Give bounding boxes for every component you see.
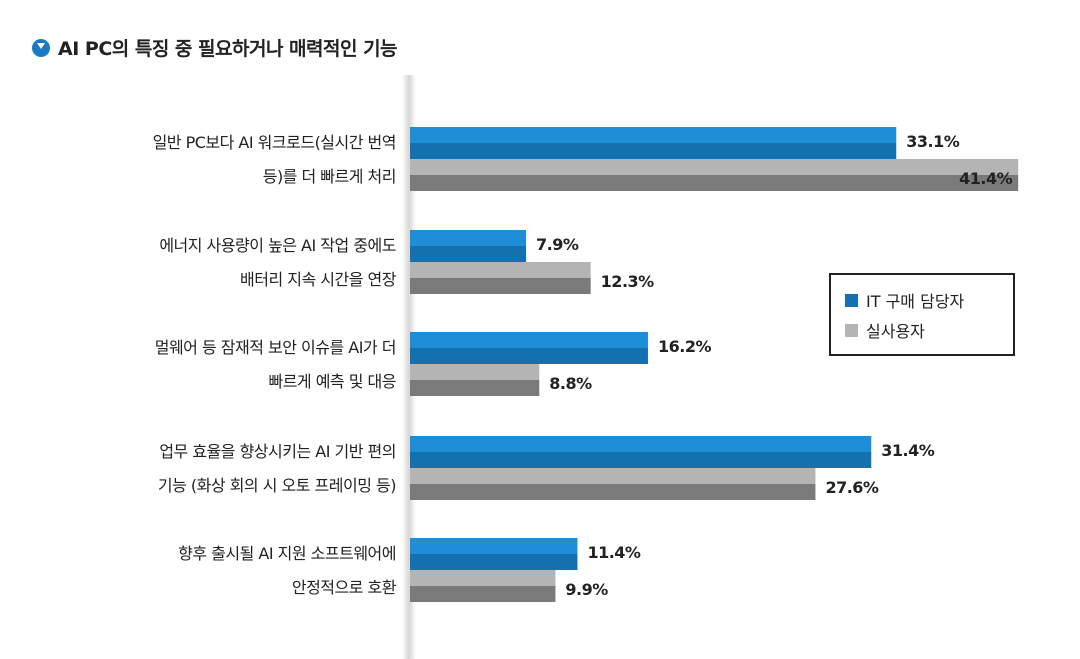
data-label: 9.9% [565,580,608,599]
category-label: 기능 (화상 회의 시 오토 프레이밍 등) [157,476,397,495]
bar-it [410,538,578,570]
legend-item-user: 실사용자 [845,315,999,345]
data-label: 33.1% [906,132,959,151]
bar-user [410,364,540,396]
data-label: 12.3% [601,272,654,291]
bar-it [410,127,897,159]
category-label: 향후 출시될 AI 지원 소프트웨어에 [178,544,396,563]
legend-item-it: IT 구매 담당자 [845,285,999,315]
category-label: 안정적으로 호환 [291,578,397,597]
bar-it [410,436,872,468]
bar-highlight [410,230,527,246]
category-label: 업무 효율을 향상시키는 AI 기반 편의 [159,442,396,461]
legend-swatch [845,293,858,307]
data-label: 31.4% [881,441,934,460]
bar-it [410,332,648,364]
legend-label: 실사용자 [866,322,925,341]
bar-highlight [410,570,556,586]
bar-highlight [410,332,648,348]
bar-body [410,452,872,468]
bar-body [410,554,578,570]
bar-body [410,348,648,364]
bar-highlight [410,127,897,143]
data-label: 11.4% [587,543,640,562]
bar-body [410,246,527,262]
data-label: 7.9% [536,235,579,254]
bar-user [410,570,556,602]
category-label: 일반 PC보다 AI 워크로드(실시간 번역 [152,133,397,152]
bar-user [410,159,1019,191]
bar-highlight [410,262,591,278]
bar-user [410,468,816,500]
bar-body [410,484,816,500]
category-axis [402,75,416,659]
bar-body [410,278,591,294]
legend-swatch [845,323,858,337]
data-label: 16.2% [658,337,711,356]
bar-body [410,175,1019,191]
bar-body [410,586,556,602]
chart-title-text: AI PC의 특징 중 필요하거나 매력적인 기능 [58,38,398,60]
bar-it [410,230,527,262]
arrow-down-circle-icon [32,38,50,57]
category-label: 빠르게 예측 및 대응 [268,372,396,391]
legend-label: IT 구매 담당자 [866,292,965,311]
bar-highlight [410,468,816,484]
legend: IT 구매 담당자 실사용자 [829,273,1015,356]
data-label: 41.4% [959,169,1012,188]
data-label: 8.8% [549,374,592,393]
bar-body [410,380,540,396]
bar-highlight [410,436,872,452]
category-label: 멀웨어 등 잠재적 보안 이슈를 AI가 더 [154,338,397,357]
bar-highlight [410,159,1019,175]
bar-user [410,262,591,294]
category-label: 에너지 사용량이 높은 AI 작업 중에도 [159,236,396,255]
data-label: 27.6% [825,478,878,497]
bar-highlight [410,538,578,554]
bar-highlight [410,364,540,380]
bar-body [410,143,897,159]
category-label: 등)를 더 빠르게 처리 [262,167,397,186]
chart-title: AI PC의 특징 중 필요하거나 매력적인 기능 [32,34,398,61]
category-label: 배터리 지속 시간을 연장 [240,270,396,289]
